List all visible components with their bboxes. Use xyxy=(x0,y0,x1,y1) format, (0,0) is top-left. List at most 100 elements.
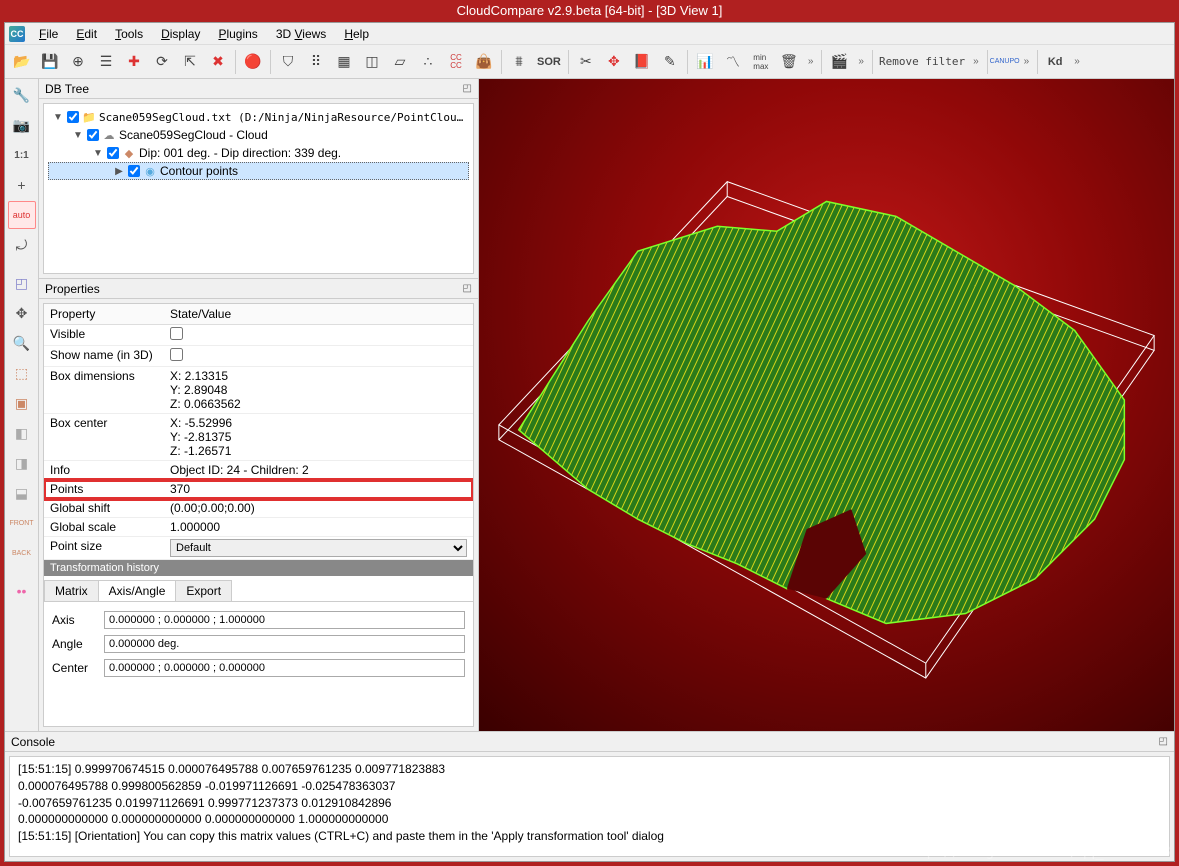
flickr-icon[interactable]: •• xyxy=(8,577,36,605)
menu-file[interactable]: FFileile xyxy=(31,25,66,43)
dots-icon[interactable]: ⠿ xyxy=(303,49,329,75)
expand-icon[interactable]: ▼ xyxy=(92,148,104,159)
center-input[interactable] xyxy=(104,659,465,677)
menu-edit[interactable]: Edit xyxy=(68,25,105,43)
remove-filter-button[interactable]: Remove filter xyxy=(877,55,967,68)
console-line: 0.000000000000 0.000000000000 0.00000000… xyxy=(18,811,1161,828)
tree-checkbox[interactable] xyxy=(87,129,99,141)
col-value: State/Value xyxy=(164,304,473,325)
toolbar-overflow-2[interactable]: » xyxy=(854,56,868,67)
kd-button[interactable]: Kd xyxy=(1042,49,1068,75)
tree-row-file[interactable]: ▼ 📁 Scane059SegCloud.txt (D:/Ninja/Ninja… xyxy=(48,108,469,126)
ccc-icon[interactable]: CCCC xyxy=(443,49,469,75)
app-logo-icon: CC xyxy=(9,26,25,42)
mesh-icon[interactable]: ◫ xyxy=(359,49,385,75)
list-icon[interactable]: ☰ xyxy=(93,49,119,75)
menu-tools[interactable]: Tools xyxy=(107,25,151,43)
view-iso-icon[interactable]: ◰ xyxy=(8,269,36,297)
tree-row-dip[interactable]: ▼ ◆ Dip: 001 deg. - Dip direction: 339 d… xyxy=(48,144,469,162)
prop-row-showname: Show name (in 3D) xyxy=(44,346,473,367)
angle-input[interactable] xyxy=(104,635,465,653)
tab-matrix[interactable]: Matrix xyxy=(44,580,99,601)
undock-icon[interactable]: ◰ xyxy=(463,83,472,94)
tree-checkbox[interactable] xyxy=(128,165,140,177)
properties-panel: Properties ◰ PropertyState/Value Visible… xyxy=(39,279,478,731)
trash-icon[interactable]: 🗑 xyxy=(776,49,802,75)
shield-icon[interactable]: ⛉ xyxy=(275,49,301,75)
visible-checkbox[interactable] xyxy=(170,327,183,340)
cube-side-icon[interactable]: ◧ xyxy=(8,419,36,447)
center-row: Center xyxy=(46,656,471,680)
delete-icon[interactable]: ✖ xyxy=(205,49,231,75)
zoom-icon[interactable]: 🔍 xyxy=(8,329,36,357)
3d-viewport[interactable] xyxy=(479,79,1174,731)
chart-icon[interactable]: 📊 xyxy=(692,49,718,75)
hierarchy-icon[interactable]: ⩩ xyxy=(506,49,532,75)
wrench-icon[interactable]: 🔧 xyxy=(8,81,36,109)
axis-input[interactable] xyxy=(104,611,465,629)
front-label-icon[interactable]: FRONT xyxy=(8,509,36,537)
camera-icon[interactable]: 📷 xyxy=(8,111,36,139)
pointsize-select[interactable]: Default xyxy=(170,539,467,557)
toolbar-overflow-4[interactable]: » xyxy=(1020,56,1034,67)
sor-button[interactable]: SOR xyxy=(534,49,564,75)
tree-row-cloud[interactable]: ▼ ☁ Scane059SegCloud - Cloud xyxy=(48,126,469,144)
target-icon[interactable]: ⊕ xyxy=(65,49,91,75)
toolbar-overflow-3[interactable]: » xyxy=(969,56,983,67)
open-icon[interactable]: 📂 xyxy=(9,49,35,75)
clapper-icon[interactable]: 🎬 xyxy=(826,49,852,75)
console-body[interactable]: [15:51:15] 0.999970674515 0.000076495788… xyxy=(9,756,1170,857)
graph-icon[interactable]: 〽 xyxy=(720,49,746,75)
undock-icon[interactable]: ◰ xyxy=(463,283,472,294)
undock-icon[interactable]: ◰ xyxy=(1159,736,1168,747)
properties-body[interactable]: PropertyState/Value Visible Show name (i… xyxy=(43,303,474,727)
plus-icon[interactable]: + xyxy=(8,171,36,199)
move-icon[interactable]: ✥ xyxy=(601,49,627,75)
menu-display[interactable]: Display xyxy=(153,25,208,43)
console-header: Console ◰ xyxy=(5,732,1174,752)
grid-icon[interactable]: ▦ xyxy=(331,49,357,75)
canupo-icon[interactable]: CANUPO xyxy=(992,49,1018,75)
folder-icon: 📁 xyxy=(82,110,96,124)
rotate-icon[interactable]: ⤾ xyxy=(8,231,36,259)
book-icon[interactable]: 📕 xyxy=(629,49,655,75)
scale11-icon[interactable]: 1:1 xyxy=(8,141,36,169)
save-icon[interactable]: 💾 xyxy=(37,49,63,75)
expand-icon[interactable]: ▶ xyxy=(113,166,125,177)
cloud-icon: ☁ xyxy=(102,128,116,142)
tree-row-contour[interactable]: ▶ ◉ Contour points xyxy=(48,162,469,180)
menu-help[interactable]: Help xyxy=(336,25,377,43)
cube-top-icon[interactable]: ⬚ xyxy=(8,359,36,387)
toolbar-overflow-5[interactable]: » xyxy=(1070,56,1084,67)
menu-3dviews[interactable]: 3D Views xyxy=(268,25,335,43)
wireframe-icon[interactable]: ▱ xyxy=(387,49,413,75)
colors-icon[interactable]: 🔴 xyxy=(240,49,266,75)
add-icon[interactable]: ✚ xyxy=(121,49,147,75)
bag-icon[interactable]: 👜 xyxy=(471,49,497,75)
toolbar-overflow-1[interactable]: » xyxy=(804,56,818,67)
db-tree-body[interactable]: ▼ 📁 Scane059SegCloud.txt (D:/Ninja/Ninja… xyxy=(43,103,474,274)
tree-checkbox[interactable] xyxy=(67,111,79,123)
cube-bottom-icon[interactable]: ⬓ xyxy=(8,479,36,507)
showname-checkbox[interactable] xyxy=(170,348,183,361)
wand-icon[interactable]: ✎ xyxy=(657,49,683,75)
scissors-icon[interactable]: ✂ xyxy=(573,49,599,75)
minmax-icon[interactable]: minmax xyxy=(748,49,774,75)
transform-history-header: Transformation history xyxy=(44,560,473,576)
auto-icon[interactable]: auto xyxy=(8,201,36,229)
cube-front-icon[interactable]: ▣ xyxy=(8,389,36,417)
cube-side2-icon[interactable]: ◨ xyxy=(8,449,36,477)
tree-checkbox[interactable] xyxy=(107,147,119,159)
menu-plugins[interactable]: Plugins xyxy=(210,25,265,43)
expand-icon[interactable]: ▼ xyxy=(72,130,84,141)
cloud-icon[interactable]: ∴ xyxy=(415,49,441,75)
prop-row-visible: Visible xyxy=(44,325,473,346)
back-label-icon[interactable]: BACK xyxy=(8,539,36,567)
view-move-icon[interactable]: ✥ xyxy=(8,299,36,327)
link-icon[interactable]: ⟳ xyxy=(149,49,175,75)
expand-icon[interactable]: ▼ xyxy=(52,112,64,123)
tab-export[interactable]: Export xyxy=(175,580,232,601)
col-property: Property xyxy=(44,304,164,325)
tab-axisangle[interactable]: Axis/Angle xyxy=(98,580,177,601)
export-icon[interactable]: ⇱ xyxy=(177,49,203,75)
